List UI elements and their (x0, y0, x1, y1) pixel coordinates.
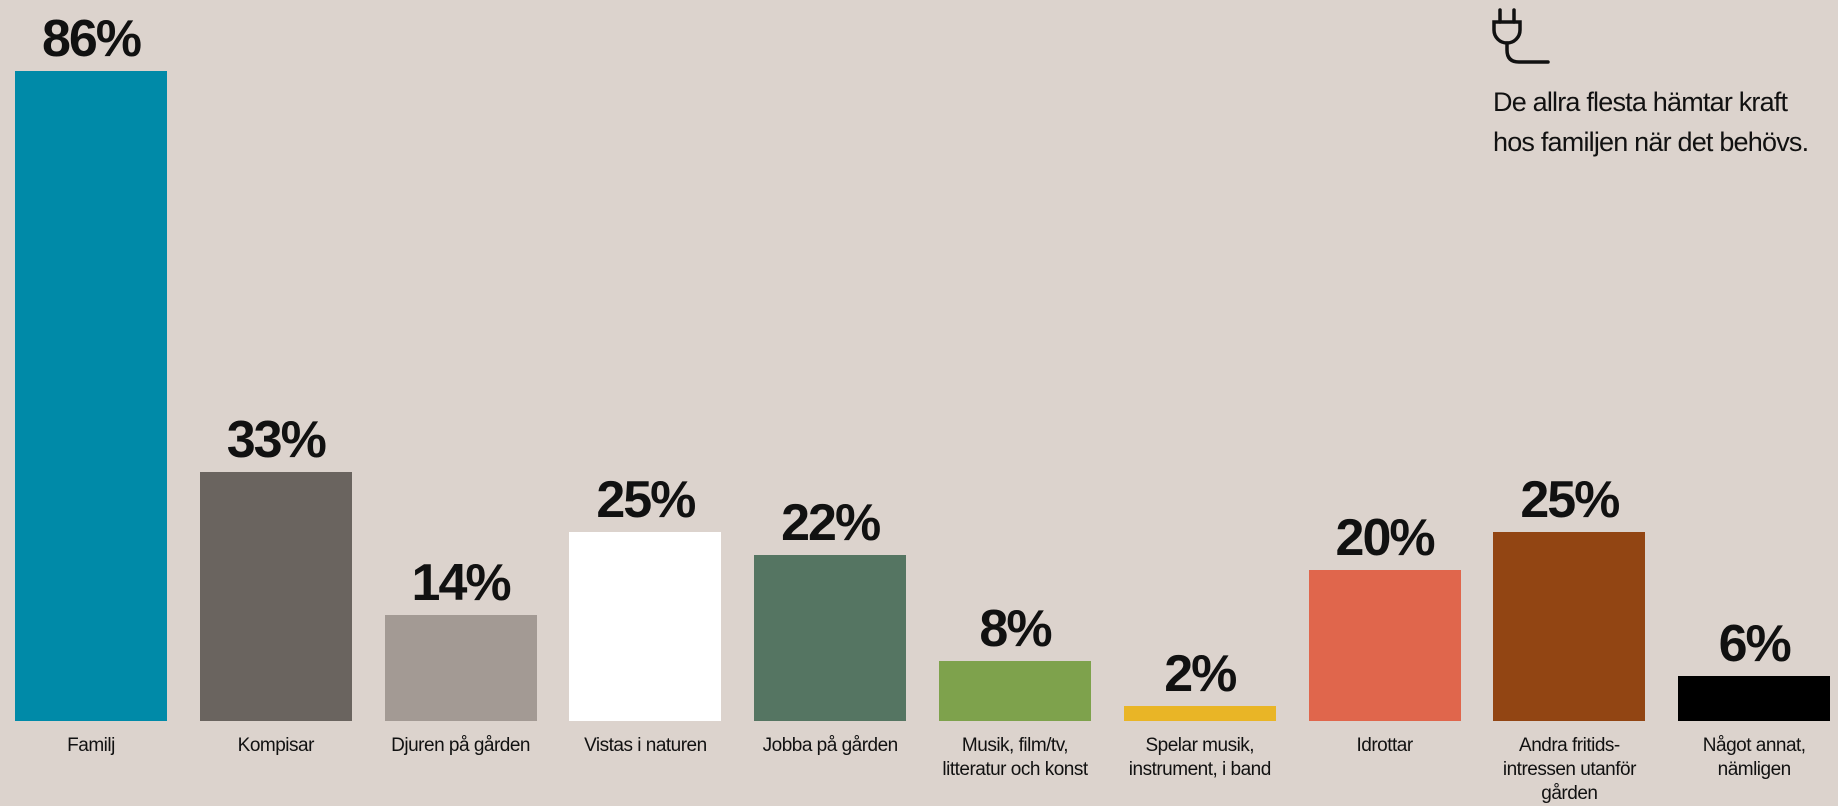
annotation-line: hos familjen när det behövs. (1493, 127, 1809, 157)
value-label: 22% (781, 493, 881, 552)
value-label: 20% (1335, 508, 1436, 567)
category-label: Något annat, nämligen (1702, 735, 1806, 780)
bar (1308, 569, 1461, 721)
value-label: 86% (41, 9, 142, 68)
value-label: 33% (226, 410, 327, 469)
category-label: Kompisar (237, 735, 315, 756)
value-label: 2% (1164, 644, 1237, 703)
value-label: 6% (1718, 614, 1792, 673)
annotation: De allra flesta hämtar kraft hos familje… (1493, 82, 1809, 162)
bar (939, 660, 1091, 721)
category-label: Idrottar (1356, 735, 1413, 756)
category-label: Musik, film/tv, litteratur och konst (942, 735, 1088, 780)
bar (1123, 705, 1276, 721)
plug-icon (1492, 8, 1550, 64)
category-label: Familj (67, 735, 115, 756)
bar (1493, 532, 1646, 721)
category-label: Andra fritids-intressen utanför gården (1502, 735, 1637, 804)
bar (569, 532, 722, 721)
value-label: 25% (596, 471, 696, 529)
value-label: 8% (979, 599, 1052, 658)
bar (754, 554, 907, 721)
category-label: Spelar musik, instrument, i band (1128, 735, 1272, 780)
category-label: Djuren på gården (391, 735, 530, 756)
value-label: 25% (1520, 471, 1620, 529)
value-label: 14% (411, 554, 512, 613)
category-label: Jobba på gården (762, 735, 899, 756)
annotation-line: De allra flesta hämtar kraft (1493, 87, 1788, 117)
bar (1678, 675, 1831, 721)
bar (384, 615, 537, 721)
bar (199, 471, 352, 721)
category-label: Vistas i naturen (584, 735, 707, 756)
bar (15, 70, 167, 721)
